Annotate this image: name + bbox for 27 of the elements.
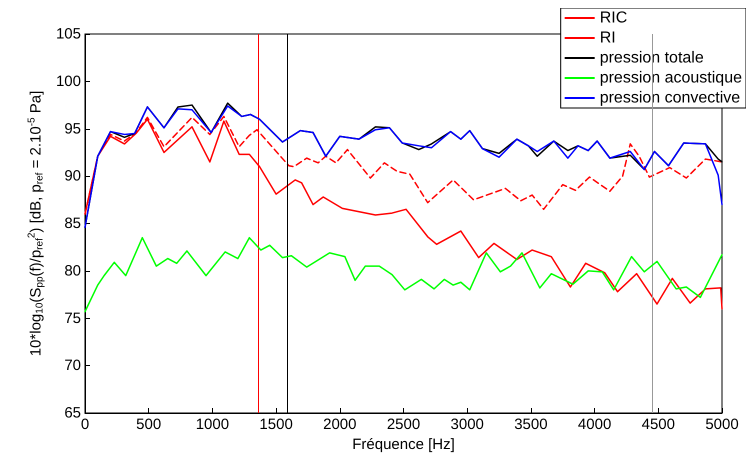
x-tick-label: 2000 (323, 416, 356, 433)
y-tick-label: 105 (56, 26, 81, 42)
x-axis-title: Fréquence [Hz] (352, 436, 455, 453)
x-tick-label: 500 (136, 416, 162, 433)
y-tick-label: 95 (64, 120, 81, 138)
x-tick-label: 1500 (259, 416, 293, 433)
y-tick-label: 85 (64, 215, 81, 232)
text: 10*log10(Spp(f)/pref2) [dB, pref = 2.10-5 Pa] (26, 90, 46, 356)
legend-label: pression acoustique (600, 70, 742, 86)
y-tick-label: 80 (64, 262, 81, 280)
x-tick-label: 1000 (196, 416, 230, 433)
x-tick-label: 2500 (386, 416, 420, 433)
x-tick-label: 4500 (642, 416, 675, 433)
legend-label: RI (600, 30, 616, 46)
y-tick-label: 65 (64, 404, 81, 422)
y-tick-label: 90 (64, 168, 81, 185)
x-tick-label: 3500 (514, 416, 548, 433)
legend-label: pression totale (600, 50, 704, 66)
x-tick-label: 0 (80, 416, 90, 433)
y-tick-label: 75 (64, 310, 81, 327)
legend-label: RIC (600, 10, 628, 26)
x-tick-label: 5000 (705, 416, 739, 433)
y-tick-label: 70 (64, 357, 81, 374)
legend-label: pression convective (600, 90, 740, 106)
x-tick-label: 3000 (450, 416, 484, 433)
y-tick-label: 100 (56, 72, 81, 90)
x-tick-label: 4000 (578, 416, 612, 433)
